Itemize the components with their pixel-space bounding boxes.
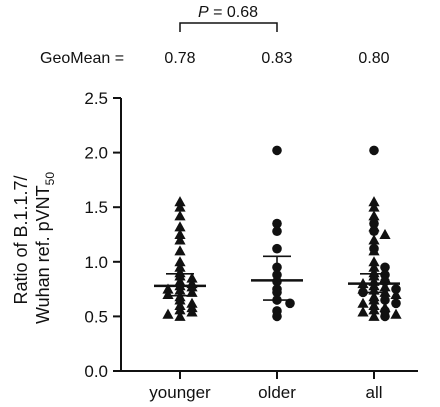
data-point-younger bbox=[162, 288, 174, 300]
data-point-all bbox=[368, 310, 380, 321]
data-point-younger bbox=[162, 283, 174, 294]
data-point-all bbox=[390, 308, 402, 319]
y-axis-label-line1: Ratio of B.1.1.7/ bbox=[11, 175, 31, 304]
y-tick-label: 2.0 bbox=[84, 144, 108, 163]
data-point-younger bbox=[174, 294, 186, 305]
data-point-younger bbox=[174, 210, 186, 221]
data-point-older bbox=[272, 226, 282, 237]
data-point-younger bbox=[174, 256, 186, 267]
data-point-younger bbox=[174, 245, 186, 256]
geomean-value-all: 0.80 bbox=[358, 50, 389, 67]
data-point-all bbox=[368, 245, 380, 256]
data-point-all bbox=[368, 201, 380, 212]
data-point-all bbox=[379, 228, 391, 239]
data-point-all bbox=[368, 261, 380, 272]
data-point-younger bbox=[162, 308, 174, 319]
geomean-label: GeoMean = bbox=[40, 50, 124, 67]
data-point-all bbox=[368, 294, 380, 305]
data-point-younger bbox=[174, 201, 186, 212]
data-point-all bbox=[380, 262, 390, 273]
x-tick-label-younger: younger bbox=[149, 383, 211, 402]
data-point-younger bbox=[174, 228, 186, 239]
geomean-value-older: 0.83 bbox=[261, 50, 292, 67]
data-point-all bbox=[368, 234, 380, 245]
data-point-older bbox=[272, 243, 282, 254]
y-tick-label: 2.5 bbox=[84, 89, 108, 108]
data-point-all bbox=[380, 311, 390, 322]
y-axis-label: Ratio of B.1.1.7/ Wuhan ref. pVNT50 bbox=[11, 172, 57, 324]
data-point-all bbox=[368, 304, 380, 315]
y-axis-label-line2: Wuhan ref. pVNT50 bbox=[33, 172, 57, 324]
data-point-younger bbox=[186, 272, 198, 283]
data-point-younger bbox=[174, 221, 186, 232]
data-point-all bbox=[379, 281, 391, 292]
x-tick-label-older: older bbox=[258, 383, 296, 402]
data-point-younger bbox=[174, 196, 186, 207]
data-point-older bbox=[272, 218, 282, 229]
data-point-all bbox=[369, 145, 379, 156]
pvalue-bracket bbox=[179, 22, 278, 32]
data-point-all bbox=[391, 298, 401, 309]
data-point-younger bbox=[174, 304, 186, 315]
pvalue-label: P = 0.68 bbox=[198, 4, 258, 21]
data-points bbox=[162, 145, 402, 322]
geomean-value-younger: 0.78 bbox=[164, 50, 195, 67]
data-point-all bbox=[368, 256, 380, 267]
data-point-older bbox=[272, 311, 282, 322]
data-point-younger bbox=[174, 310, 186, 321]
data-point-all bbox=[369, 226, 379, 237]
data-point-younger bbox=[186, 286, 198, 297]
x-tick-label-all: all bbox=[365, 383, 382, 402]
y-tick-label: 0.5 bbox=[84, 307, 108, 326]
data-point-older bbox=[285, 298, 295, 309]
data-point-all bbox=[390, 288, 402, 300]
y-tick-label: 0.0 bbox=[84, 362, 108, 381]
geomean-ci-bars bbox=[154, 255, 400, 301]
y-tick-label: 1.5 bbox=[84, 198, 108, 217]
data-point-all bbox=[368, 210, 380, 221]
data-point-younger bbox=[186, 306, 198, 317]
data-point-all bbox=[357, 306, 369, 317]
data-point-older bbox=[272, 145, 282, 156]
data-point-all bbox=[380, 295, 390, 305]
data-point-all bbox=[368, 196, 380, 207]
data-point-younger bbox=[174, 234, 186, 245]
y-tick-label: 1.0 bbox=[84, 253, 108, 272]
y-ticks: 0.0 0.5 1.0 1.5 2.0 2.5 bbox=[84, 89, 121, 381]
data-point-younger bbox=[174, 261, 186, 272]
data-point-all bbox=[357, 297, 369, 308]
